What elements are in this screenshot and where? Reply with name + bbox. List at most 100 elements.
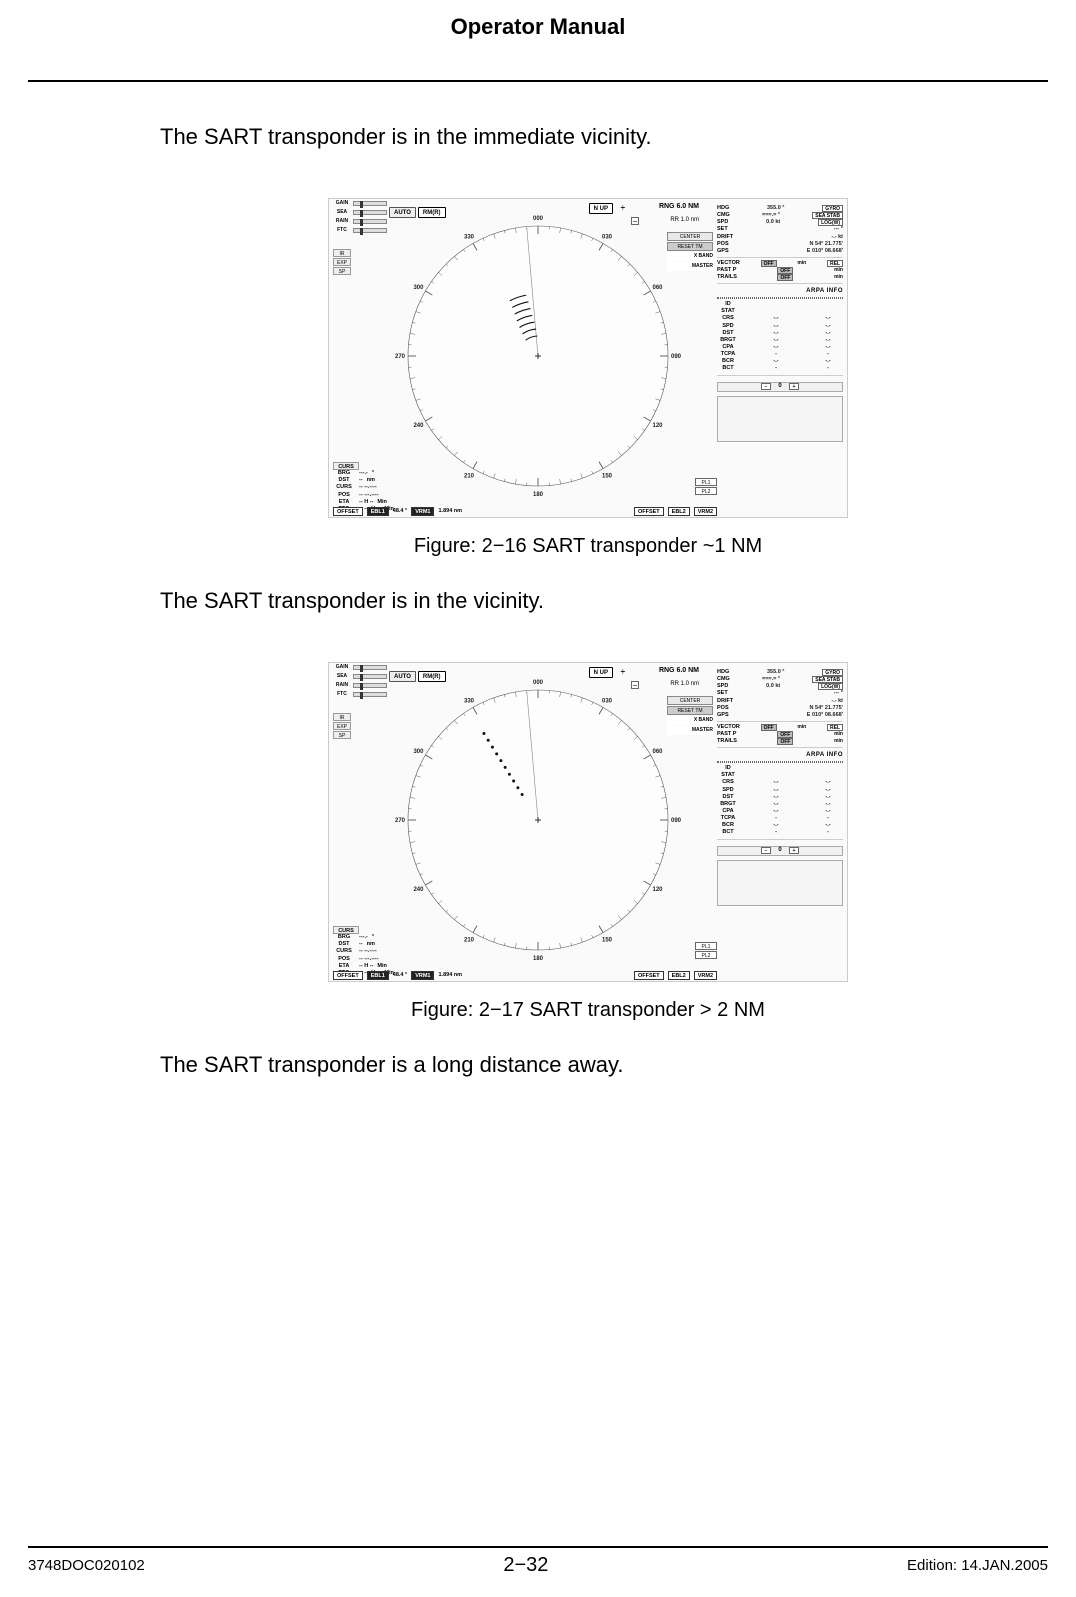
slider-gain[interactable]: [353, 665, 387, 670]
svg-text:060: 060: [653, 285, 664, 291]
left-mini-exp[interactable]: EXP: [333, 722, 351, 730]
figure-1-caption: Figure: 2−16 SART transponder ~1 NM: [160, 535, 1016, 558]
svg-text:000: 000: [533, 680, 544, 686]
slider-ftc[interactable]: [353, 692, 387, 697]
arpa-row-spd: SPD-.--.-: [717, 323, 843, 330]
left-mini-exp[interactable]: EXP: [333, 258, 351, 266]
ebl2-button[interactable]: EBL2: [668, 971, 690, 980]
pl2-button[interactable]: PL2: [695, 951, 717, 959]
info-row-drift: DRIFT-.- kt: [717, 234, 843, 241]
radar-right-panel: HDG355.0 °GYROCMG===.= °SEA STABSPD0.0 k…: [717, 203, 843, 442]
info-row-spd: SPD0.0 ktLOG(W): [717, 219, 843, 226]
bl-row-brg: BRG---.-°: [333, 934, 394, 941]
pl-button-stack: PL1PL2: [695, 478, 717, 495]
pl1-button[interactable]: PL1: [695, 478, 717, 486]
svg-text:180: 180: [533, 956, 544, 962]
radar-scope-area: 000030060090120150180210240270300330: [393, 675, 683, 965]
info-row-hdg: HDG355.0 °GYRO: [717, 669, 843, 676]
info-row-cmg: CMG===.= °SEA STAB: [717, 212, 843, 219]
slider-rain[interactable]: [353, 219, 387, 224]
range-label: RNG 6.0 NM: [659, 667, 699, 674]
bl-row-curs: CURS-- --.----: [333, 948, 394, 955]
blank-status-panel: [717, 396, 843, 442]
svg-text:330: 330: [464, 234, 475, 240]
pl2-button[interactable]: PL2: [695, 487, 717, 495]
footer-rule: [28, 1546, 1048, 1548]
vrm1-value: 1.894 nm: [438, 972, 462, 978]
info-row-drift: DRIFT-.- kt: [717, 698, 843, 705]
curs-button[interactable]: CURS: [333, 926, 359, 934]
svg-text:120: 120: [653, 887, 664, 893]
zoom-minus-button[interactable]: −: [761, 383, 771, 390]
slider-label-gain: GAIN: [333, 200, 351, 206]
offset-row: OFFSETEBL148.4 °VRM11.894 nmOFFSETEBL2VR…: [333, 505, 717, 517]
left-mini-sp[interactable]: SP: [333, 267, 351, 275]
vrm1-button[interactable]: VRM1: [411, 507, 434, 516]
svg-text:030: 030: [602, 234, 613, 240]
arpa-row-spd: SPD-.--.-: [717, 787, 843, 794]
slider-rain[interactable]: [353, 683, 387, 688]
vrm2-button[interactable]: VRM2: [694, 507, 717, 516]
slider-sea[interactable]: [353, 210, 387, 215]
range-label: RNG 6.0 NM: [659, 203, 699, 210]
figure-1: TUNEGAINSEARAINFTCAUTORM(R)IREXPSPN UP÷R…: [160, 198, 1016, 558]
info-row-vector: VECTOROFFminREL: [717, 724, 843, 731]
info-row-gps: GPSE 010° 08.668': [717, 248, 843, 255]
slider-row-gain: GAIN: [333, 663, 387, 671]
slider-row-ftc: FTC: [333, 226, 387, 234]
left-mini-ir[interactable]: IR: [333, 713, 351, 721]
vrm1-button[interactable]: VRM1: [411, 971, 434, 980]
vrm2-button[interactable]: VRM2: [694, 971, 717, 980]
offset-r-label: OFFSET: [634, 507, 664, 516]
radar-left-stack: IREXPSP: [333, 713, 351, 739]
arpa-row-stat: STAT: [717, 308, 843, 315]
slider-gain[interactable]: [353, 201, 387, 206]
radar-screenshot-2: TUNEGAINSEARAINFTCAUTORM(R)IREXPSPN UP÷R…: [328, 662, 848, 982]
arpa-title: ARPA INFO: [717, 752, 843, 762]
zoom-plus-button[interactable]: +: [789, 383, 799, 390]
ebl1-button[interactable]: EBL1: [367, 507, 389, 516]
blank-status-panel: [717, 860, 843, 906]
arpa-row-dst: DST-.--.-: [717, 794, 843, 801]
pl-button-stack: PL1PL2: [695, 942, 717, 959]
info-row-trails: TRAILSOFFmin: [717, 738, 843, 745]
arpa-row-cpa: CPA-.--.-: [717, 344, 843, 351]
ebl2-button[interactable]: EBL2: [668, 507, 690, 516]
zoom-minus-button[interactable]: −: [761, 847, 771, 854]
arpa-row-tcpa: TCPA--: [717, 815, 843, 822]
svg-text:300: 300: [413, 285, 424, 291]
pl1-button[interactable]: PL1: [695, 942, 717, 950]
figure-2-caption: Figure: 2−17 SART transponder > 2 NM: [160, 999, 1016, 1022]
paragraph-2: The SART transponder is in the vicinity.: [160, 588, 1016, 614]
arpa-row-bct: BCT--: [717, 829, 843, 836]
svg-text:000: 000: [533, 216, 544, 222]
offset-label: OFFSET: [333, 971, 363, 980]
info-row-set: SET--- °: [717, 690, 843, 697]
info-row-gps: GPSE 010° 08.668': [717, 712, 843, 719]
footer-doc-id: 3748DOC020102: [28, 1557, 145, 1574]
zoom-plus-button[interactable]: +: [789, 847, 799, 854]
svg-text:060: 060: [653, 749, 664, 755]
ebl1-button[interactable]: EBL1: [367, 971, 389, 980]
info-row-set: SET--- °: [717, 226, 843, 233]
paragraph-3: The SART transponder is a long distance …: [160, 1052, 1016, 1078]
footer-edition: Edition: 14.JAN.2005: [907, 1557, 1048, 1574]
svg-text:030: 030: [602, 698, 613, 704]
arpa-row-dst: DST-.--.-: [717, 330, 843, 337]
svg-text:120: 120: [653, 423, 664, 429]
offset-row: OFFSETEBL148.4 °VRM11.894 nmOFFSETEBL2VR…: [333, 969, 717, 981]
figure-2: TUNEGAINSEARAINFTCAUTORM(R)IREXPSPN UP÷R…: [160, 662, 1016, 1022]
bl-row-brg: BRG---.-°: [333, 470, 394, 477]
slider-label-sea: SEA: [333, 209, 351, 215]
svg-text:240: 240: [413, 887, 424, 893]
slider-sea[interactable]: [353, 674, 387, 679]
offset-r-label: OFFSET: [634, 971, 664, 980]
left-mini-ir[interactable]: IR: [333, 249, 351, 257]
slider-label-gain: GAIN: [333, 664, 351, 670]
ebl1-value: 48.4 °: [393, 508, 407, 514]
left-mini-sp[interactable]: SP: [333, 731, 351, 739]
slider-ftc[interactable]: [353, 228, 387, 233]
svg-text:090: 090: [671, 818, 682, 824]
arpa-row-cpa: CPA-.--.-: [717, 808, 843, 815]
curs-button[interactable]: CURS: [333, 462, 359, 470]
